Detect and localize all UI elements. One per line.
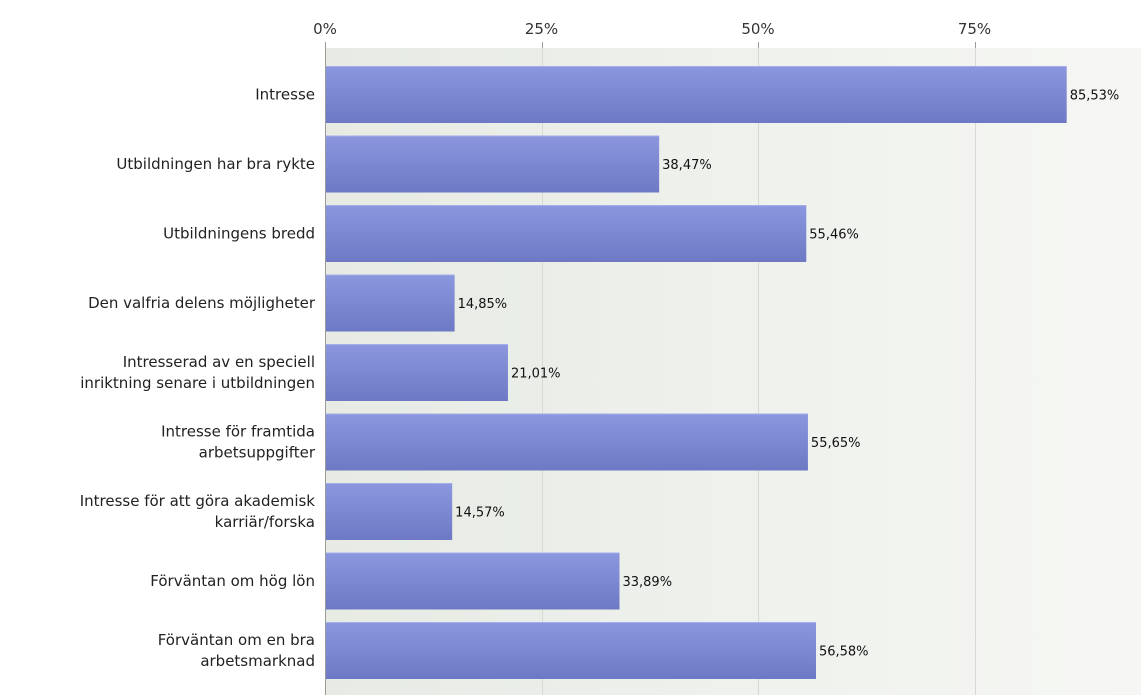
category-label: Den valfria delens möjligheter — [88, 294, 316, 312]
category-label: Utbildningens bredd — [163, 225, 315, 243]
x-tick-label: 0% — [313, 20, 337, 38]
category-label: Intresse — [255, 86, 315, 104]
bar-value-label: 85,53% — [1070, 89, 1120, 104]
bar — [326, 553, 619, 610]
bar — [326, 275, 455, 332]
bar-value-label: 21,01% — [511, 367, 561, 382]
bar-value-label: 55,46% — [809, 228, 859, 243]
x-tick-label: 75% — [958, 20, 991, 38]
bar-value-label: 14,57% — [455, 506, 505, 521]
category-label: Intresse för att göra akademisk karriär/f… — [80, 492, 316, 531]
bar — [326, 622, 816, 679]
category-label: Intresserad av en speciell inriktning sen… — [80, 353, 315, 392]
category-label: Utbildningen har bra rykte — [116, 155, 315, 173]
bar-value-label: 14,85% — [458, 297, 508, 312]
bar-value-label: 38,47% — [662, 158, 712, 173]
category-label: Intresse för framtida arbetsuppgifter — [161, 423, 316, 462]
category-label: Förväntan om hög lön — [150, 572, 315, 590]
bar-value-label: 56,58% — [819, 645, 869, 660]
bar-value-label: 33,89% — [622, 575, 672, 590]
bar — [326, 483, 452, 540]
bar — [326, 414, 808, 471]
category-label: Förväntan om en bra arbetsmarknad — [158, 631, 315, 670]
x-tick-label: 25% — [525, 20, 558, 38]
bar — [326, 205, 806, 262]
bar-value-label: 55,65% — [811, 436, 861, 451]
bar — [326, 344, 508, 401]
bar — [326, 66, 1067, 123]
x-tick-label: 50% — [741, 20, 774, 38]
bar — [326, 136, 659, 193]
